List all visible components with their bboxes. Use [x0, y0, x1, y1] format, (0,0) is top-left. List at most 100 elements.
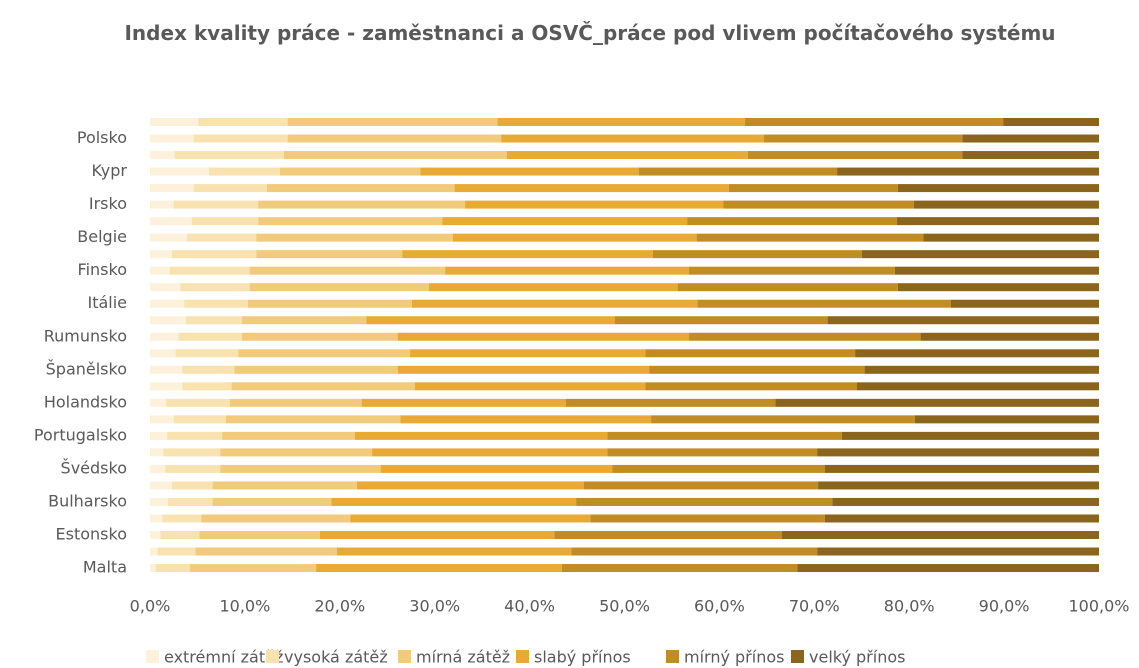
- bar-segment: [150, 118, 199, 126]
- bar-segment: [249, 283, 430, 292]
- y-tick-label: Holandsko: [44, 392, 127, 411]
- bar-segment: [186, 316, 243, 325]
- bar-segment: [150, 464, 166, 473]
- bar-segment: [677, 283, 898, 292]
- legend-label: velký přínos: [809, 648, 905, 667]
- bar-segment: [212, 497, 332, 506]
- bar-segment: [331, 497, 577, 506]
- x-tick-label: 10,0%: [219, 597, 270, 616]
- bar-segment: [645, 349, 856, 358]
- y-tick-label: Bulharsko: [48, 491, 127, 510]
- bar-segment: [565, 398, 776, 407]
- bar-segment: [583, 481, 819, 490]
- bar-segment: [861, 250, 1099, 259]
- bar-segment: [169, 266, 250, 275]
- bar-segment: [397, 332, 690, 341]
- bar-segment: [150, 167, 209, 176]
- bar-segment: [571, 547, 818, 556]
- bar-segment: [817, 448, 1099, 457]
- legend-label: vysoká zátěž: [284, 648, 388, 667]
- bar-segment: [837, 167, 1099, 176]
- bar-segment: [165, 464, 221, 473]
- bar-segment: [258, 217, 443, 226]
- bar-segment: [150, 151, 175, 160]
- x-tick-label: 50,0%: [599, 597, 650, 616]
- bar-segment: [356, 481, 584, 490]
- bar-segment: [220, 464, 381, 473]
- bar-segment: [372, 448, 608, 457]
- bar-segment: [150, 349, 176, 358]
- bar-segment: [222, 431, 355, 440]
- bar-segment: [366, 316, 616, 325]
- x-tick-label: 80,0%: [884, 597, 935, 616]
- bar-segment: [864, 365, 1099, 374]
- bar-segment: [171, 481, 213, 490]
- bar-segment: [150, 431, 168, 440]
- bar-segment: [445, 266, 690, 275]
- bar-segment: [173, 415, 226, 424]
- bar-segment: [229, 398, 362, 407]
- legend-swatch: [791, 650, 804, 663]
- bar-segment: [651, 415, 915, 424]
- y-tick-label: Irsko: [89, 194, 127, 213]
- bar-segment: [180, 283, 250, 292]
- bar-segment: [280, 167, 421, 176]
- bar-segment: [576, 497, 833, 506]
- bar-segment: [167, 431, 223, 440]
- bar-segment: [896, 217, 1099, 226]
- bar-segment: [182, 382, 232, 391]
- bar-segment: [195, 547, 337, 556]
- bar-segment: [198, 118, 288, 126]
- bar-segment: [220, 448, 373, 457]
- bar-segment: [689, 266, 895, 275]
- bar-segment: [764, 134, 963, 143]
- legend-swatch: [516, 650, 529, 663]
- bar-segment: [962, 151, 1099, 160]
- bar-segment: [824, 514, 1099, 523]
- bar-segment: [697, 299, 951, 308]
- x-tick-label: 70,0%: [789, 597, 840, 616]
- bar-segment: [336, 547, 572, 556]
- bar-segment: [163, 448, 221, 457]
- bar-segment: [189, 564, 317, 573]
- y-tick-label: Švédsko: [61, 458, 127, 477]
- bar-segment: [400, 415, 652, 424]
- y-tick-label: Polsko: [77, 128, 127, 147]
- bar-segment: [173, 200, 259, 209]
- bar-segment: [607, 431, 842, 440]
- bar-segment: [287, 134, 502, 143]
- bar-segment: [150, 250, 172, 259]
- bar-segment: [612, 464, 825, 473]
- bar-segment: [150, 266, 170, 275]
- bar-segment: [150, 398, 167, 407]
- bar-segment: [775, 398, 1099, 407]
- y-tick-label: Malta: [83, 558, 127, 577]
- bar-segment: [501, 134, 765, 143]
- bar-segment: [191, 217, 259, 226]
- bar-segment: [150, 415, 174, 424]
- bar-segment: [689, 332, 921, 341]
- legend-label: mírný přínos: [684, 648, 784, 667]
- bar-segment: [208, 167, 281, 176]
- bar-segment: [817, 547, 1099, 556]
- legend-label: extrémní zátěž: [164, 648, 283, 667]
- bar-segment: [249, 266, 446, 275]
- bar-segment: [590, 514, 825, 523]
- bar-segment: [361, 398, 566, 407]
- bar-segment: [420, 167, 639, 176]
- bar-segment: [171, 250, 257, 259]
- legend-swatch: [398, 650, 411, 663]
- bar-segment: [442, 217, 688, 226]
- bar-segment: [187, 233, 257, 242]
- bar-segment: [266, 184, 455, 193]
- bar-segment: [184, 299, 248, 308]
- bar-segment: [150, 547, 158, 556]
- bar-segment: [452, 233, 697, 242]
- bar-segment: [162, 514, 202, 523]
- bar-segment: [465, 200, 724, 209]
- legend-swatch: [266, 650, 279, 663]
- bar-segment: [506, 151, 748, 160]
- bar-segment: [175, 349, 239, 358]
- bar-segment: [193, 134, 288, 143]
- x-tick-label: 90,0%: [979, 597, 1030, 616]
